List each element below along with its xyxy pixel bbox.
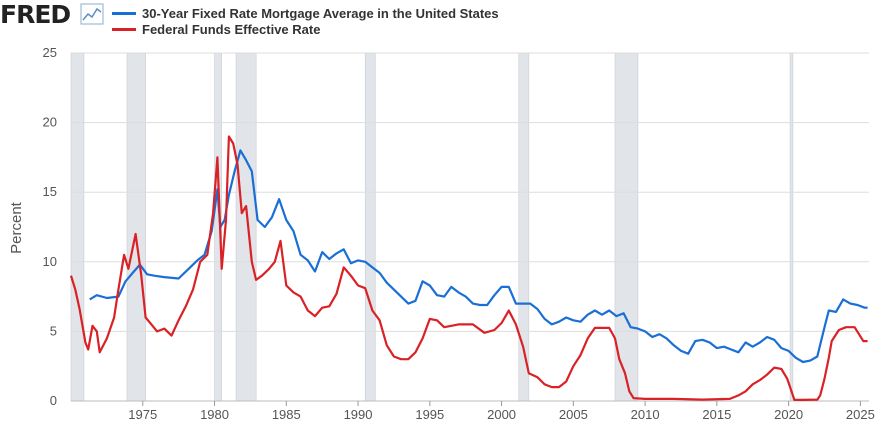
legend-item-mortgage: 30-Year Fixed Rate Mortgage Average in t… <box>112 4 499 22</box>
y-tick-label: 10 <box>43 254 57 269</box>
legend-label-mortgage: 30-Year Fixed Rate Mortgage Average in t… <box>142 5 499 21</box>
x-tick-label: 2005 <box>559 407 588 422</box>
x-tick-label: 2010 <box>631 407 660 422</box>
x-tick-label: 2020 <box>774 407 803 422</box>
y-tick-label: 5 <box>50 323 57 338</box>
recession-band <box>789 52 794 402</box>
x-tick-label: 1995 <box>415 407 444 422</box>
x-tick-label: 2025 <box>846 407 875 422</box>
legend-item-fedfunds: Federal Funds Effective Rate <box>112 20 320 38</box>
recession-band <box>126 52 146 402</box>
series-lines <box>69 135 868 401</box>
y-axis-title: Percent <box>8 201 25 254</box>
x-tick-label: 1990 <box>344 407 373 422</box>
legend-label-fedfunds: Federal Funds Effective Rate <box>142 21 321 37</box>
fred-logo[interactable]: FRED <box>0 0 71 29</box>
y-tick-label: 25 <box>43 45 57 60</box>
recession-shading <box>70 52 794 402</box>
line-chart-icon <box>80 3 104 25</box>
x-tick-label: 2000 <box>487 407 516 422</box>
series-line-mortgage <box>89 149 868 364</box>
y-tick-label: 20 <box>43 115 57 130</box>
recession-band <box>364 52 376 402</box>
x-tick-label: 2015 <box>702 407 731 422</box>
recession-band <box>235 52 257 402</box>
x-axis-ticks: 1975 1980 1985 1990 1995 2000 2005 2010 2015 2020… <box>128 401 875 422</box>
legend-swatch-fedfunds <box>112 27 136 31</box>
x-tick-label: 1985 <box>272 407 301 422</box>
y-tick-label: 15 <box>43 184 57 199</box>
legend-swatch-mortgage <box>112 11 136 15</box>
recession-band <box>614 52 639 402</box>
y-tick-label: 0 <box>50 393 57 408</box>
x-tick-label: 1980 <box>200 407 229 422</box>
x-tick-label: 1975 <box>128 407 157 422</box>
series-line-fedfunds <box>69 135 868 401</box>
recession-band <box>70 52 85 402</box>
y-axis-ticks: 0 5 10 15 20 25 <box>43 45 57 408</box>
gridlines <box>71 52 869 402</box>
chart-header: FRED 30-Year Fixed Rate Mortgage Average… <box>0 0 879 44</box>
